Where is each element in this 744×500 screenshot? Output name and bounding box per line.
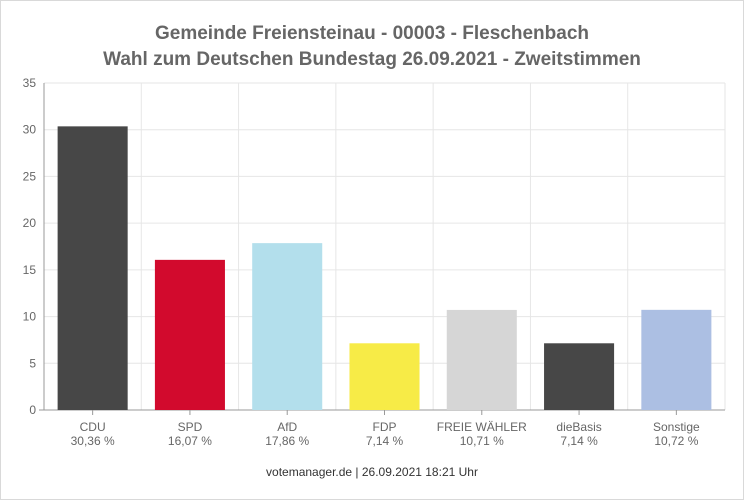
x-tick-value-label: 30,36 % <box>71 434 115 448</box>
y-tick-label: 30 <box>23 123 37 137</box>
bar-sonstige <box>641 309 712 410</box>
bar-freie-wähler <box>446 309 517 410</box>
y-tick-label: 25 <box>23 169 37 183</box>
x-tick-label: CDU <box>80 420 106 434</box>
bar-afd <box>252 243 323 410</box>
footer-source: votemanager.de | 26.09.2021 18:21 Uhr <box>266 465 478 479</box>
y-tick-label: 0 <box>29 403 36 417</box>
x-tick-label: Sonstige <box>653 420 700 434</box>
y-tick-label: 10 <box>23 310 37 324</box>
x-tick-label: FREIE WÄHLER <box>437 420 527 434</box>
x-tick-label: dieBasis <box>556 420 601 434</box>
x-tick-value-label: 10,71 % <box>460 434 504 448</box>
x-tick-label: SPD <box>178 420 203 434</box>
bar-diebasis <box>544 343 615 410</box>
bar-spd <box>154 259 225 410</box>
chart-title-line-2: Wahl zum Deutschen Bundestag 26.09.2021 … <box>103 49 641 70</box>
bar-fdp <box>349 343 420 410</box>
x-tick-label: AfD <box>277 420 297 434</box>
chart-title-line-1: Gemeinde Freiensteinau - 00003 - Flesche… <box>155 23 589 44</box>
x-tick-value-label: 7,14 % <box>560 434 598 448</box>
x-tick-value-label: 16,07 % <box>168 434 212 448</box>
x-tick-value-label: 17,86 % <box>265 434 309 448</box>
x-tick-value-label: 10,72 % <box>654 434 698 448</box>
x-tick-label: FDP <box>373 420 397 434</box>
y-tick-label: 15 <box>23 263 37 277</box>
y-tick-label: 20 <box>23 216 37 230</box>
x-tick-value-label: 7,14 % <box>366 434 404 448</box>
y-tick-label: 35 <box>23 76 37 90</box>
bar-cdu <box>57 126 128 410</box>
y-tick-label: 5 <box>29 356 36 370</box>
